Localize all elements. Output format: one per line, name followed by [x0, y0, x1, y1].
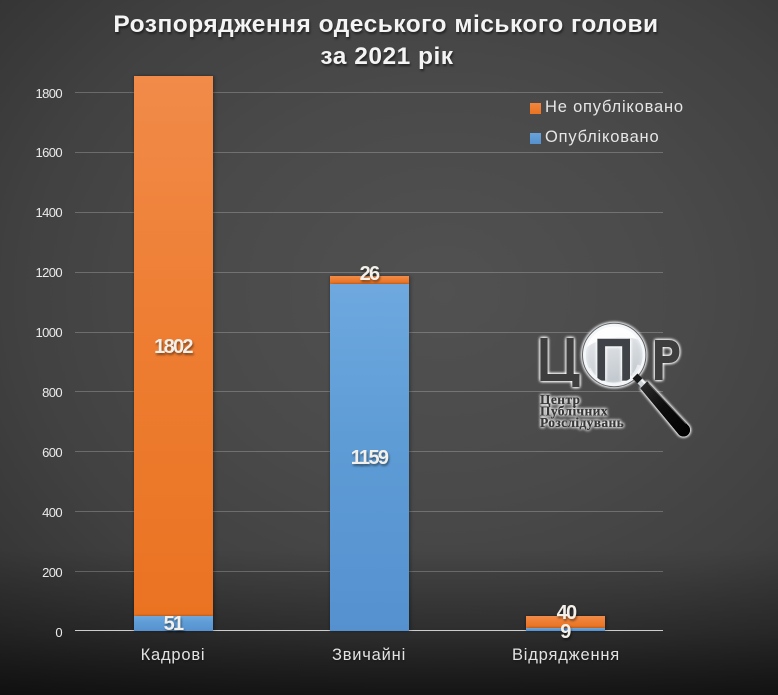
svg-text:Розслідувань: Розслідувань [540, 415, 624, 430]
svg-text:Публічних: Публічних [540, 404, 608, 419]
svg-text:Центр: Центр [540, 392, 580, 407]
